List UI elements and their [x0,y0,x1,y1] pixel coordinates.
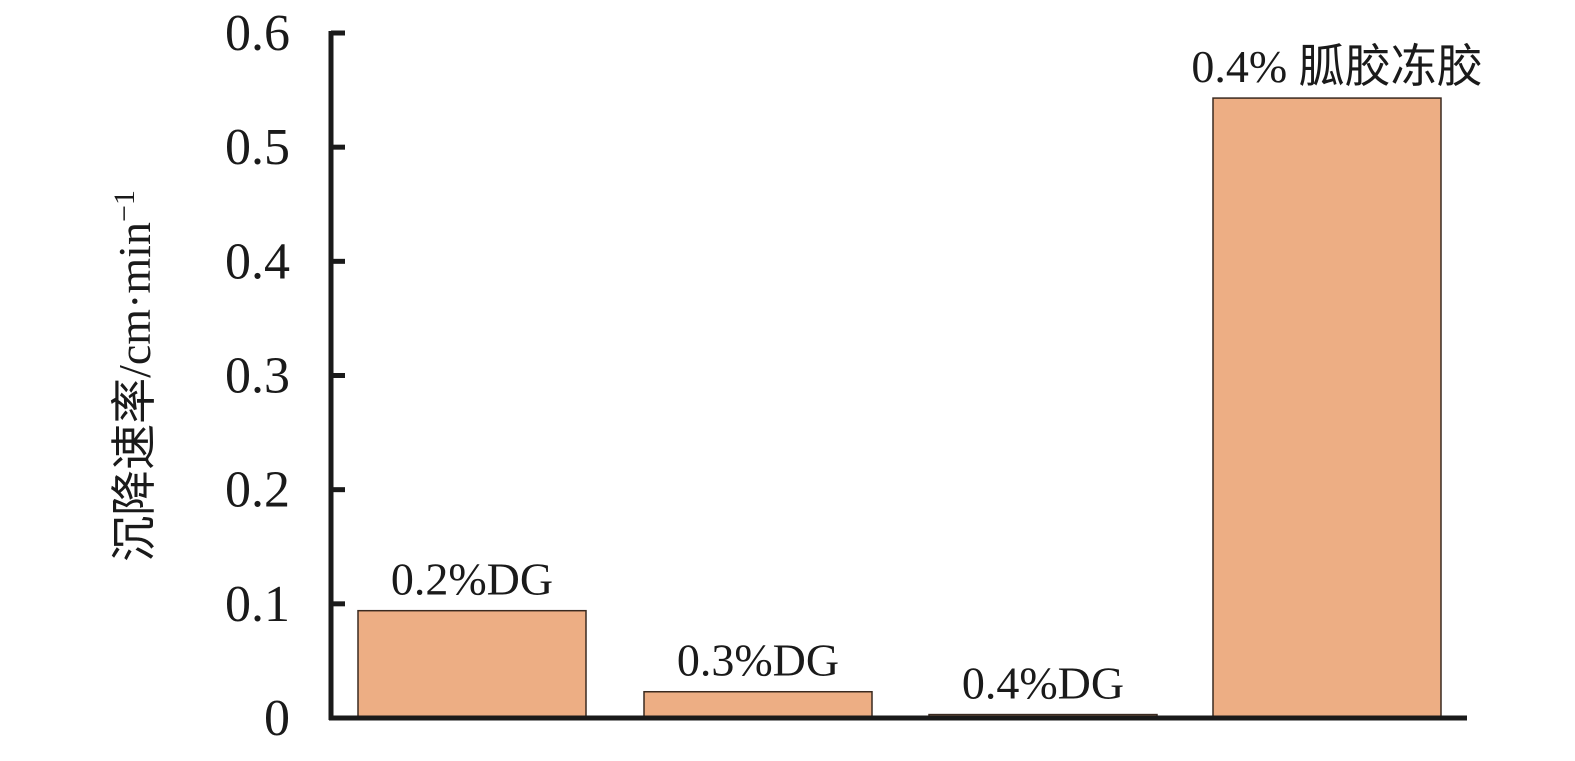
y-tick-label: 0.3 [225,348,290,405]
bar [643,690,873,719]
bar [357,609,587,719]
bar-data-label: 0.2%DG [391,554,553,605]
bar-data-label: 0.3%DG [677,635,839,686]
bar-labels-layer: 0.2%DG 0.3%DG 0.4%DG 0.4% 胍胶冻胶 [391,41,1483,709]
y-tick-label: 0.1 [225,576,290,633]
bar-data-label: 0.4%DG [962,658,1124,709]
y-ticks-layer: 0 0.1 0.2 0.3 0.4 0.5 0.6 [225,5,345,747]
bar [1212,97,1442,719]
y-tick-label: 0 [264,690,290,747]
y-axis-label-main: 沉降速率/cm·min [109,222,160,562]
y-tick-label: 0.5 [225,119,290,176]
bar-data-label: 0.4% 胍胶冻胶 [1191,41,1482,92]
y-tick-label: 0.2 [225,462,290,519]
y-tick-label: 0.4 [225,233,290,290]
y-tick-label: 0.6 [225,5,290,62]
bars-layer [357,97,1442,719]
y-axis-title-text: 沉降速率/cm·min−1 [108,190,160,562]
y-axis-title: 沉降速率/cm·min−1 [108,190,160,562]
y-axis-label-superscript: −1 [108,190,141,222]
